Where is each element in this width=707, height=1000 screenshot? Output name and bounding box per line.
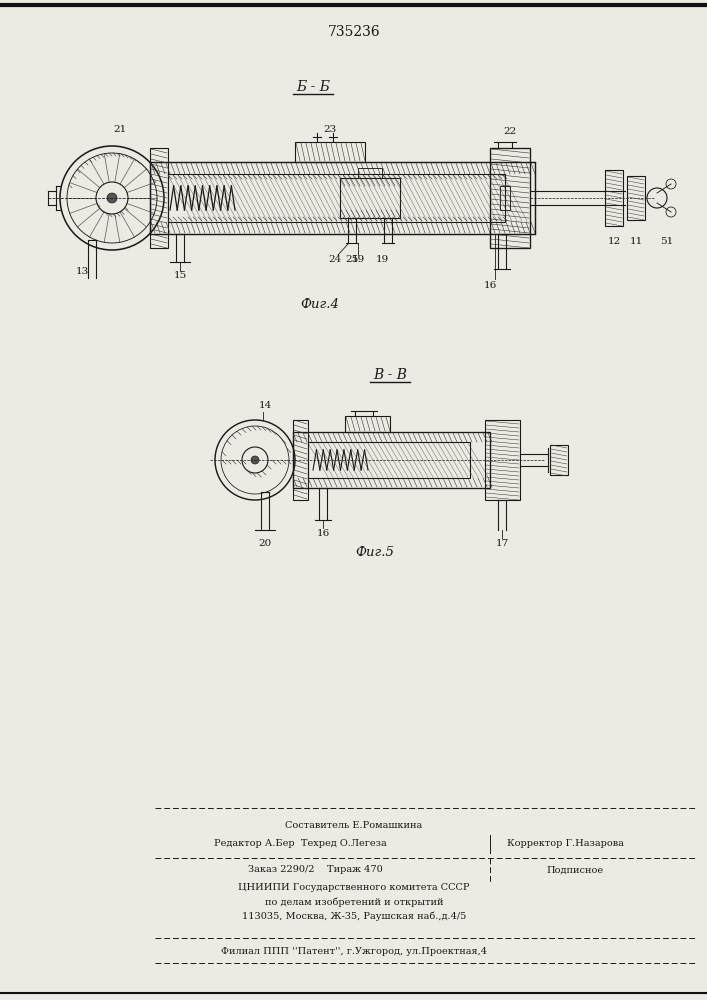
Text: 16: 16	[316, 530, 329, 538]
Text: Корректор Г.Назарова: Корректор Г.Назарова	[506, 840, 624, 848]
Text: 113035, Москва, Ж-35, Раушская наб.,д.4/5: 113035, Москва, Ж-35, Раушская наб.,д.4/…	[242, 911, 466, 921]
Bar	[293, 420, 308, 500]
Bar	[308, 442, 470, 478]
Bar	[605, 170, 623, 226]
Bar	[358, 168, 382, 178]
Text: 22: 22	[503, 127, 517, 136]
Bar	[490, 148, 530, 248]
Text: Фиг.5: Фиг.5	[356, 546, 395, 560]
Text: 25: 25	[346, 255, 358, 264]
Bar	[340, 178, 400, 218]
Text: Филиал ППП ''Патент'', г.Ужгород, ул.Проектная,4: Филиал ППП ''Патент'', г.Ужгород, ул.Про…	[221, 946, 487, 956]
Bar	[295, 142, 365, 162]
Text: Заказ 2290/2    Тираж 470: Заказ 2290/2 Тираж 470	[247, 865, 382, 874]
Bar	[627, 176, 645, 220]
Text: 13: 13	[76, 267, 88, 276]
Bar	[500, 186, 510, 210]
Text: 51: 51	[660, 237, 674, 246]
Text: 23: 23	[323, 125, 337, 134]
Text: В - В: В - В	[373, 368, 407, 382]
Text: 735236: 735236	[327, 25, 380, 39]
Bar	[150, 162, 535, 234]
Circle shape	[107, 193, 117, 203]
Text: Фиг.4: Фиг.4	[300, 298, 339, 310]
Text: Редактор А.Бер  Техред О.Легеза: Редактор А.Бер Техред О.Легеза	[214, 840, 386, 848]
Text: 19: 19	[375, 255, 389, 264]
Text: 17: 17	[496, 540, 508, 548]
Text: 20: 20	[258, 540, 271, 548]
Text: 21: 21	[113, 125, 127, 134]
Text: 14: 14	[258, 401, 271, 410]
Text: 19: 19	[351, 255, 365, 264]
Text: по делам изобретений и открытий: по делам изобретений и открытий	[264, 897, 443, 907]
Bar	[485, 420, 520, 500]
Bar	[150, 148, 168, 248]
Text: 16: 16	[484, 282, 496, 290]
Text: 15: 15	[173, 271, 187, 280]
Text: Подписное: Подписное	[547, 865, 604, 874]
Text: 12: 12	[607, 237, 621, 246]
Text: Б - Б: Б - Б	[296, 80, 330, 94]
Circle shape	[251, 456, 259, 464]
Text: Составитель Е.Ромашкина: Составитель Е.Ромашкина	[286, 822, 423, 830]
Text: ЦНИИПИ Государственного комитета СССР: ЦНИИПИ Государственного комитета СССР	[238, 884, 469, 892]
Bar	[293, 432, 490, 488]
Text: 24: 24	[328, 255, 341, 264]
Bar	[345, 416, 390, 432]
Text: 11: 11	[629, 237, 643, 246]
Bar	[550, 445, 568, 475]
Bar	[168, 174, 505, 222]
